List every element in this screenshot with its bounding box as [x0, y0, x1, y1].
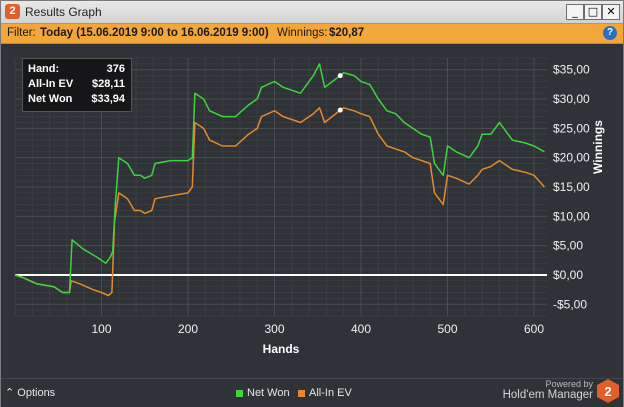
app-icon: 2 [5, 4, 20, 19]
filter-bar: Filter: Today (15.06.2019 9:00 to 16.06.… [1, 24, 623, 44]
legend-swatch-allin-ev [298, 389, 305, 397]
y-tick-label: $25,00 [553, 121, 590, 135]
x-tick-label: 400 [351, 322, 371, 336]
y-tick-label: $20,00 [553, 151, 590, 165]
legend-item-net-won[interactable]: Net Won [236, 387, 290, 399]
x-tick-label: 500 [438, 322, 458, 336]
title-bar[interactable]: 2 Results Graph _ □ ✕ [1, 1, 623, 24]
minimize-button[interactable]: _ [566, 4, 584, 20]
x-tick-label: 200 [178, 322, 198, 336]
brand-line1: Powered by [545, 379, 593, 389]
hem-logo-icon: 2 [597, 379, 619, 403]
highlight-point-allin-ev [337, 107, 343, 113]
legend-label: Net Won [247, 387, 290, 399]
hand-tooltip: Hand: 376 All-In EV $28,11 Net Won $33,9… [22, 58, 132, 112]
legend-swatch-net-won [236, 389, 243, 397]
y-tick-label: $35,00 [553, 63, 590, 77]
chart-area: 100 200 300 400 500 600 -$5,00 $0,00 $5,00 $10,00… [1, 44, 623, 382]
winnings-label: Winnings: [277, 27, 328, 39]
x-axis-title: Hands [263, 342, 300, 356]
tooltip-value: $33,94 [91, 93, 125, 105]
legend-item-allin-ev[interactable]: All-In EV [298, 387, 352, 399]
tooltip-value: $28,11 [91, 78, 125, 90]
maximize-button[interactable]: □ [584, 4, 602, 20]
x-tick-label: 600 [524, 322, 544, 336]
y-tick-label: $15,00 [553, 180, 590, 194]
series-line-allin-ev [14, 107, 545, 297]
x-tick-label: 300 [264, 322, 284, 336]
y-axis-title: Winnings [591, 120, 605, 174]
filter-value[interactable]: Today (15.06.2019 9:00 to 16.06.2019 9:0… [40, 27, 269, 39]
filter-prefix: Filter: [7, 27, 36, 39]
y-tick-label: -$5,00 [553, 297, 587, 311]
help-icon[interactable]: ? [603, 26, 617, 40]
tooltip-key: Net Won [28, 93, 73, 105]
tooltip-row-net-won: Net Won $33,94 [28, 93, 125, 108]
y-tick-label: $5,00 [553, 239, 583, 253]
tooltip-key: Hand: [28, 63, 60, 75]
highlight-point-net-won [337, 73, 343, 79]
logo-text: 2 [604, 384, 611, 399]
winnings-value: $20,87 [329, 27, 365, 39]
tooltip-key: All-In EV [28, 78, 74, 90]
close-button[interactable]: ✕ [602, 4, 620, 20]
tooltip-value: 376 [106, 63, 125, 75]
window-title: Results Graph [25, 5, 102, 19]
y-tick-label: $0,00 [553, 268, 583, 282]
y-tick-label: $30,00 [553, 92, 590, 106]
tooltip-row-allin-ev: All-In EV $28,11 [28, 78, 125, 93]
y-tick-label: $10,00 [553, 209, 590, 223]
results-chart: 100 200 300 400 500 600 -$5,00 $0,00 $5,00 $10,00… [14, 57, 605, 356]
x-tick-label: 100 [91, 322, 111, 336]
brand-text: Powered by Hold'em Manager [503, 379, 593, 401]
bottom-bar: ⌃ Options Net Won All-In EV Powered by H… [1, 378, 623, 407]
tooltip-row-hand: Hand: 376 [28, 63, 125, 78]
brand-line2: Hold'em Manager [502, 389, 593, 401]
series-line-net-won [14, 63, 545, 294]
legend-label: All-In EV [309, 387, 352, 399]
options-button[interactable]: ⌃ Options [5, 387, 56, 399]
